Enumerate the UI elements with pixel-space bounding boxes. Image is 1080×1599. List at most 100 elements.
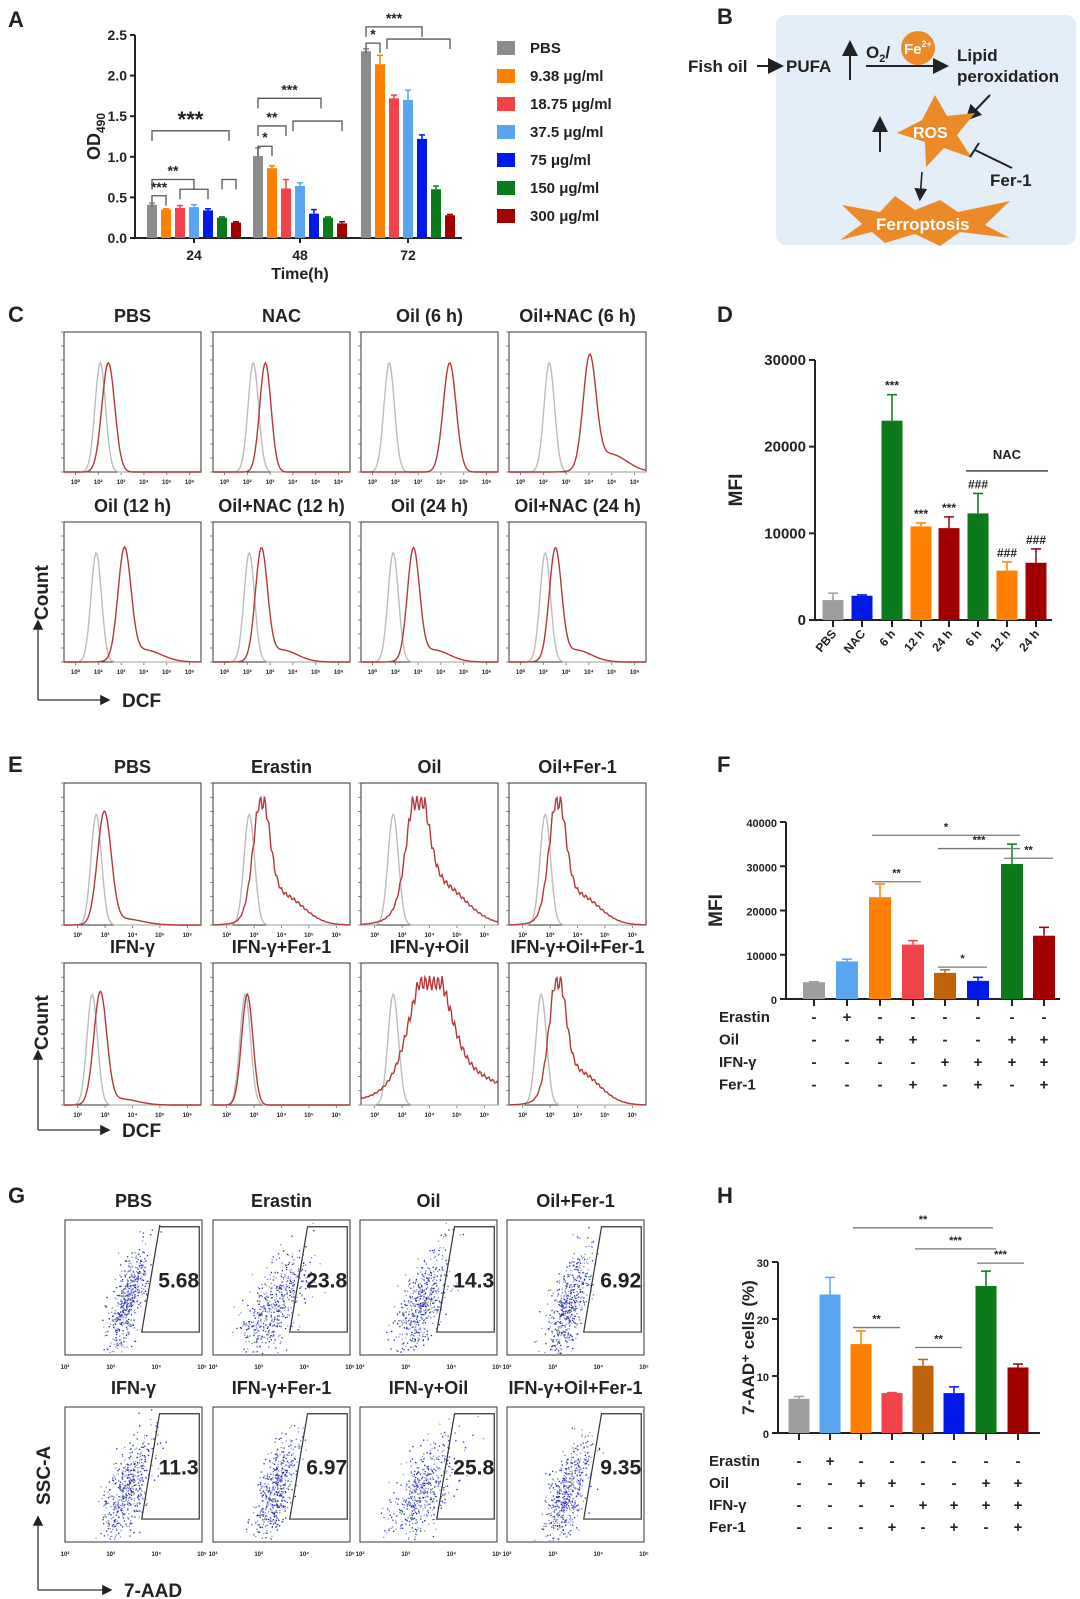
event-dot: [560, 1467, 562, 1469]
event-dot: [416, 1486, 418, 1488]
event-dot: [408, 1502, 410, 1504]
event-dot: [571, 1518, 573, 1521]
event-dot: [562, 1517, 564, 1519]
event-dot: [421, 1305, 423, 1307]
event-dot: [114, 1310, 117, 1312]
event-dot: [276, 1485, 278, 1487]
event-dot: [584, 1454, 586, 1456]
event-dot: [578, 1466, 580, 1469]
event-dot: [419, 1527, 422, 1530]
event-dot: [276, 1457, 278, 1459]
event-dot: [288, 1452, 290, 1454]
event-dot: [128, 1493, 130, 1495]
event-dot: [568, 1305, 570, 1307]
event-dot: [122, 1290, 125, 1292]
event-dot: [420, 1518, 422, 1520]
event-dot: [418, 1488, 421, 1490]
event-dot: [422, 1491, 424, 1493]
event-dot: [556, 1504, 558, 1506]
event-dot: [566, 1300, 568, 1302]
event-dot: [137, 1490, 139, 1492]
event-dot: [458, 1425, 460, 1427]
event-dot: [414, 1322, 416, 1324]
event-dot: [278, 1470, 280, 1472]
event-dot: [142, 1446, 144, 1448]
event-dot: [573, 1264, 576, 1266]
event-dot: [569, 1292, 572, 1295]
event-dot: [578, 1274, 580, 1277]
event-dot: [275, 1325, 277, 1328]
event-dot: [408, 1500, 411, 1503]
x-axis-title: DCF: [122, 1121, 161, 1142]
event-dot: [144, 1434, 146, 1436]
event-dot: [553, 1515, 555, 1518]
event-dot: [558, 1538, 560, 1540]
event-dot: [116, 1508, 118, 1510]
event-dot: [576, 1475, 578, 1477]
event-dot: [140, 1291, 142, 1294]
x-tick-label: 10⁵: [155, 933, 165, 939]
event-dot: [568, 1469, 570, 1471]
event-dot: [277, 1285, 279, 1287]
event-dot: [552, 1478, 554, 1480]
event-dot: [115, 1346, 117, 1348]
event-dot: [139, 1255, 141, 1258]
x-tick-label: 10³: [266, 479, 275, 486]
x-axis-title: DCF: [122, 691, 161, 712]
event-dot: [418, 1291, 420, 1293]
event-dot: [127, 1256, 129, 1258]
event-dot: [299, 1287, 301, 1290]
control-histogram-curve: [361, 812, 498, 926]
event-dot: [283, 1295, 285, 1297]
event-dot: [415, 1299, 417, 1302]
event-dot: [563, 1478, 565, 1480]
event-dot: [280, 1463, 282, 1466]
event-dot: [414, 1491, 416, 1494]
event-dot: [570, 1334, 572, 1337]
event-dot: [418, 1481, 420, 1483]
event-dot: [545, 1343, 547, 1345]
event-dot: [259, 1484, 262, 1486]
event-dot: [258, 1315, 260, 1317]
event-dot: [275, 1259, 278, 1261]
event-dot: [548, 1507, 550, 1510]
event-dot: [135, 1257, 137, 1259]
event-dot: [583, 1266, 585, 1268]
event-dot: [557, 1350, 560, 1352]
event-dot: [407, 1290, 409, 1292]
condition-sign: +: [1014, 1475, 1023, 1492]
event-dot: [418, 1504, 420, 1506]
event-dot: [104, 1500, 106, 1502]
event-dot: [139, 1501, 141, 1504]
event-dot: [124, 1292, 127, 1295]
condition-sign: +: [909, 1077, 918, 1094]
event-dot: [116, 1448, 118, 1450]
event-dot: [109, 1489, 111, 1491]
event-dot: [130, 1304, 132, 1306]
event-dot: [259, 1346, 261, 1348]
event-dot: [273, 1514, 276, 1516]
histogram-plot: Oil (12 h)10⁰ 10² 10³ 10⁴ 10⁵ 10⁶: [61, 496, 202, 676]
event-dot: [122, 1305, 125, 1307]
event-dot: [415, 1309, 417, 1312]
event-dot: [274, 1477, 277, 1479]
event-dot: [273, 1494, 275, 1496]
event-dot: [293, 1464, 295, 1466]
event-dot: [558, 1510, 561, 1512]
event-dot: [260, 1471, 263, 1473]
event-dot: [281, 1273, 283, 1275]
event-dot: [105, 1516, 107, 1518]
event-dot: [305, 1277, 307, 1279]
event-dot: [395, 1336, 397, 1338]
event-dot: [107, 1513, 110, 1516]
event-dot: [573, 1279, 575, 1281]
event-dot: [286, 1470, 288, 1472]
legend-label: 37.5 μg/ml: [530, 124, 603, 141]
event-dot: [287, 1280, 289, 1282]
event-dot: [564, 1314, 566, 1316]
event-dot: [109, 1323, 112, 1325]
event-dot: [279, 1494, 281, 1496]
event-dot: [122, 1515, 124, 1517]
